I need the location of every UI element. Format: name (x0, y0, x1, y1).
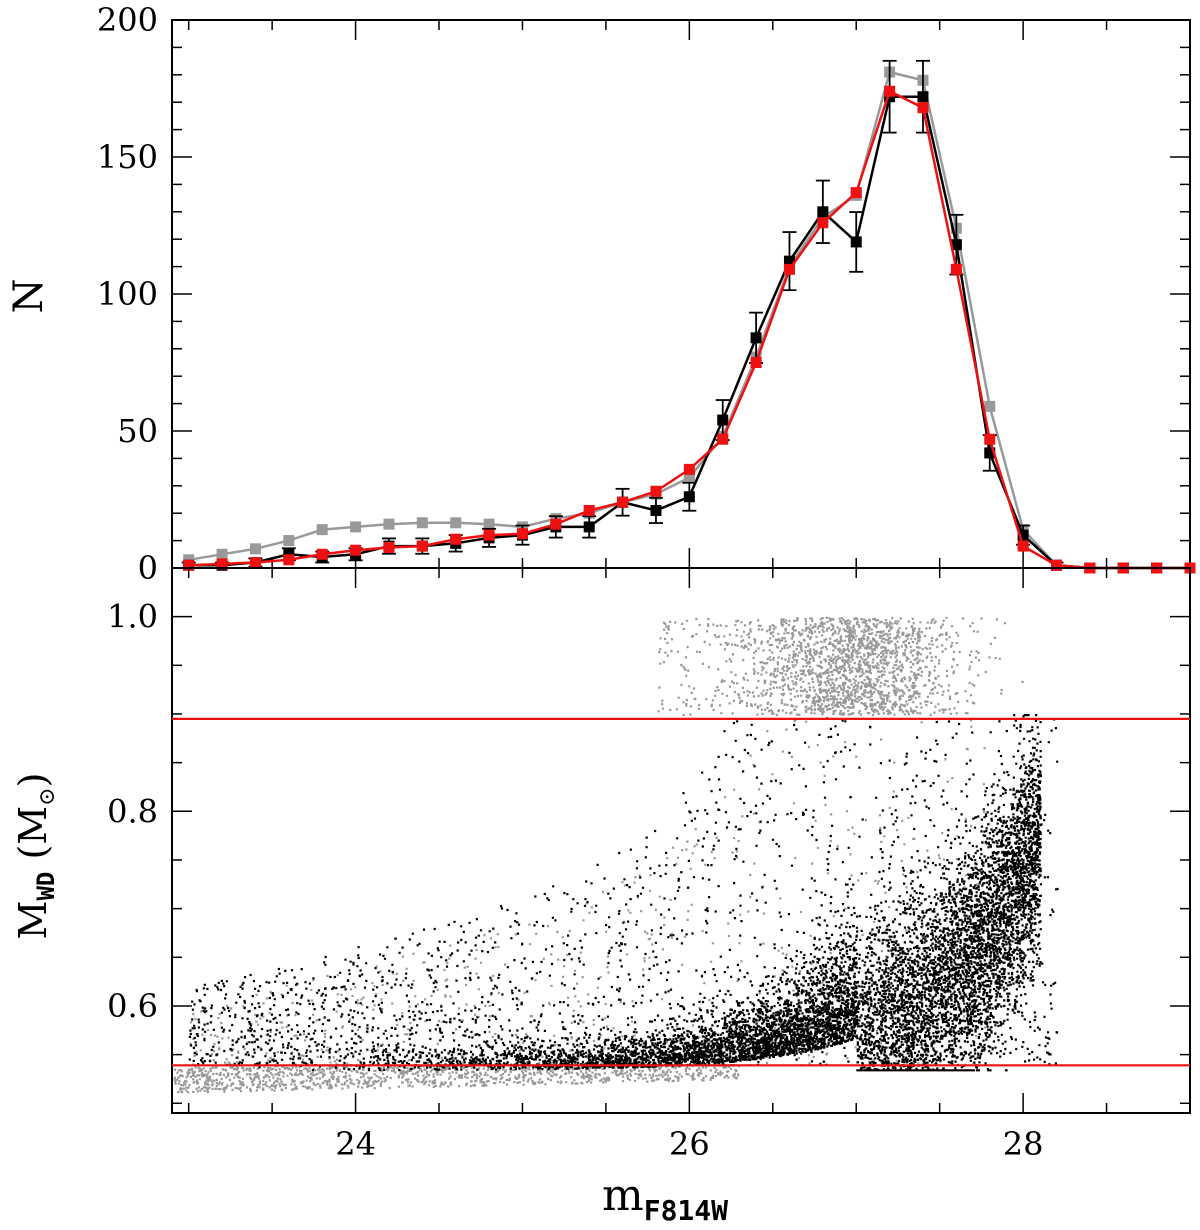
top-y-tick-label: 50 (117, 412, 158, 450)
data-point (783, 255, 795, 267)
black-scatter-points (188, 714, 1059, 1072)
data-point (383, 518, 395, 530)
data-point (416, 517, 428, 529)
top-panel: 0 50 100 150 200 (97, 1, 1196, 587)
data-point (316, 548, 328, 560)
data-point (683, 491, 695, 503)
data-point (617, 496, 629, 508)
data-point (984, 447, 996, 459)
data-point (550, 518, 562, 530)
bottom-y-tick-label: 0.8 (107, 792, 158, 830)
data-point (850, 236, 862, 248)
bottom-y-tick-label: 1.0 (107, 598, 158, 636)
data-point (183, 559, 195, 571)
data-point (350, 544, 362, 556)
data-point (450, 517, 462, 529)
data-point (283, 554, 295, 566)
top-y-tick-label: 200 (97, 1, 158, 39)
data-point (516, 528, 528, 540)
data-point (984, 433, 996, 445)
bottom-plot-frame (171, 567, 1191, 1114)
bottom-x-tick-label: 24 (335, 1125, 376, 1163)
data-point (216, 558, 228, 570)
data-point (350, 521, 362, 533)
top-y-axis-label: N (6, 279, 52, 314)
gray-scatter-points (173, 616, 1024, 1094)
data-point (950, 239, 962, 251)
data-point (383, 541, 395, 553)
data-point (817, 206, 829, 218)
data-point (416, 540, 428, 552)
bottom-y-tick-label: 0.6 (107, 987, 158, 1025)
data-point (683, 463, 695, 475)
data-point (650, 504, 662, 516)
data-point (583, 521, 595, 533)
data-point (1017, 540, 1029, 552)
top-y-tick-label: 0 (138, 549, 158, 587)
data-point (1050, 559, 1062, 571)
top-plot-frame (171, 19, 1191, 569)
data-point (249, 557, 261, 569)
bottom-x-tick-label: 26 (669, 1125, 710, 1163)
top-y-tick-label: 150 (97, 138, 158, 176)
data-point (917, 91, 929, 103)
data-point (984, 400, 996, 412)
data-point (650, 485, 662, 497)
data-point (450, 533, 462, 545)
data-point (884, 85, 896, 97)
bottom-y-axis-label: MWD (M⊙) (11, 773, 60, 940)
data-point (316, 524, 328, 536)
data-point (717, 433, 729, 445)
data-point (483, 529, 495, 541)
data-point (283, 535, 295, 547)
data-point (249, 543, 261, 555)
data-point (750, 332, 762, 344)
data-point (850, 187, 862, 199)
data-point (583, 504, 595, 516)
bottom-panel: 0.6 0.8 1.0 24 26 28 (107, 567, 1191, 1163)
data-point (683, 472, 695, 484)
data-point (1017, 529, 1029, 541)
data-point (483, 518, 495, 530)
data-point (750, 357, 762, 368)
data-point (717, 414, 729, 426)
data-point (817, 217, 829, 229)
data-point (216, 548, 228, 560)
top-y-tick-label: 100 (97, 275, 158, 313)
bottom-x-tick-label: 28 (1003, 1125, 1044, 1163)
data-point (917, 102, 929, 114)
bottom-x-axis-label: mF814W (602, 1170, 728, 1227)
data-point (783, 263, 795, 275)
data-point (950, 263, 962, 275)
